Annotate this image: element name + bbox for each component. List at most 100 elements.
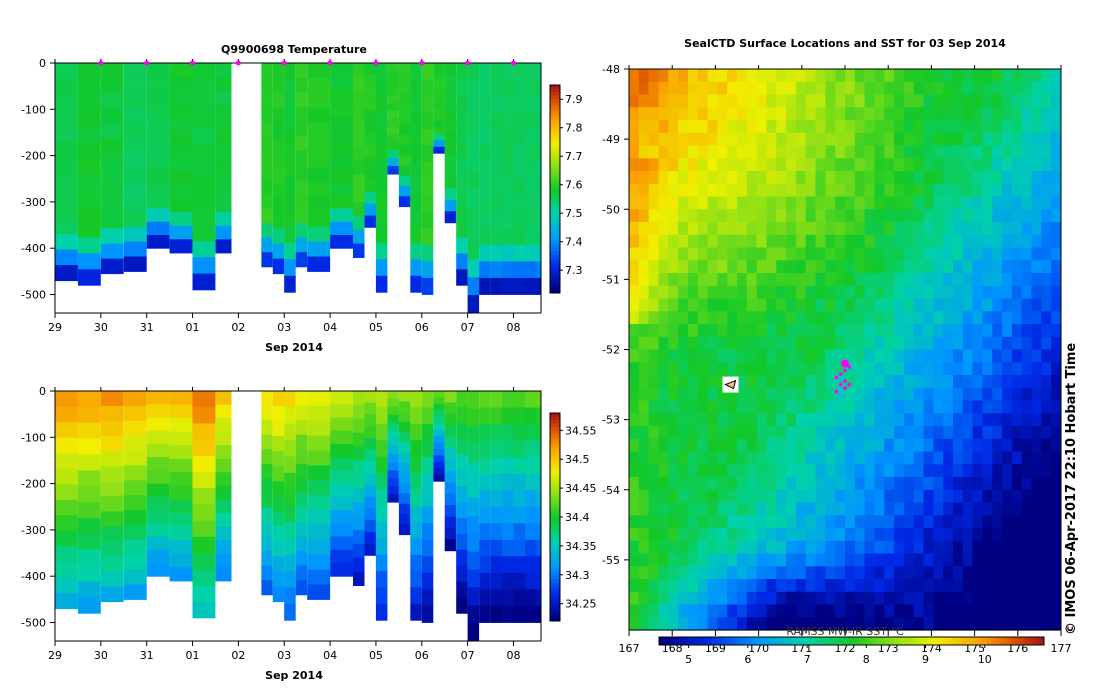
sst-cell xyxy=(1051,120,1062,134)
profile-cell xyxy=(421,506,434,524)
profile-cell xyxy=(364,203,376,217)
sst-cell xyxy=(884,298,895,312)
sst-cell xyxy=(717,298,728,312)
sst-cell xyxy=(884,375,895,389)
sst-cell xyxy=(923,566,934,580)
sst-colorbar-swatch xyxy=(673,637,679,645)
profile-cell xyxy=(364,110,376,123)
sst-cell xyxy=(845,145,856,159)
sst-cell xyxy=(825,426,836,440)
profile-cell xyxy=(123,167,147,183)
sst-cell xyxy=(756,349,767,363)
sst-cell xyxy=(962,489,974,504)
sst-cell xyxy=(1031,515,1042,529)
profile-cell xyxy=(490,556,503,574)
profile-cell xyxy=(513,424,525,442)
sst-cell xyxy=(737,222,748,236)
sst-cell xyxy=(658,132,669,147)
profile-cell xyxy=(502,129,514,147)
profile-cell xyxy=(169,499,193,514)
profile-cell xyxy=(100,138,124,154)
sst-cell xyxy=(933,69,944,83)
sst-cell xyxy=(746,196,758,210)
sst-colorbar-swatch xyxy=(678,637,684,645)
sst-colorbar-swatch xyxy=(668,637,674,645)
sst-cell xyxy=(835,438,846,453)
sst-cell xyxy=(864,413,875,427)
profile-cell xyxy=(536,261,541,279)
sst-cell xyxy=(717,158,728,172)
profile-cell xyxy=(433,416,445,424)
profile-cell xyxy=(421,473,434,491)
sst-cell xyxy=(972,132,983,147)
profile-cell xyxy=(192,192,216,210)
sst-cell xyxy=(795,285,807,300)
sst-cell xyxy=(825,375,836,389)
sst-colorbar-swatch xyxy=(918,637,925,645)
sst-cell xyxy=(766,477,777,491)
profile-cell xyxy=(100,451,124,467)
sst-cell xyxy=(953,234,964,249)
sst-cell xyxy=(678,132,689,147)
sst-cell xyxy=(972,349,983,363)
sst-cell xyxy=(913,566,924,580)
profile-cell xyxy=(467,605,480,624)
sst-cell xyxy=(668,171,679,185)
profile-cell xyxy=(284,112,296,129)
sst-cell xyxy=(854,604,866,618)
sst-cell xyxy=(943,273,954,287)
lat-tick-label: -51 xyxy=(602,273,620,286)
sst-cell xyxy=(825,285,836,300)
colorbar-swatch xyxy=(550,430,560,435)
sst-cell xyxy=(629,464,640,478)
profile-cell xyxy=(100,243,124,260)
y-tick-label: -200 xyxy=(21,150,46,163)
sst-cell xyxy=(746,183,758,198)
sst-cell xyxy=(1021,94,1032,108)
sst-cell xyxy=(638,273,650,287)
profile-cell xyxy=(272,198,285,214)
sst-colorbar-swatch xyxy=(659,637,665,645)
sst-cell xyxy=(845,260,856,274)
sst-colorbar-swatch xyxy=(687,637,694,645)
sst-cell xyxy=(1011,451,1023,465)
sst-cell xyxy=(786,234,797,249)
sst-cell xyxy=(992,489,1003,504)
sst-cell xyxy=(854,69,866,83)
profile-cell xyxy=(295,434,308,450)
sst-cell xyxy=(962,145,974,159)
profile-cell xyxy=(536,539,541,557)
sst-cell xyxy=(884,234,895,249)
profile-cell xyxy=(192,536,216,554)
profile-cell xyxy=(513,490,525,508)
sst-cell xyxy=(972,579,983,593)
sst-cell xyxy=(795,375,807,389)
sst-cell xyxy=(923,298,934,312)
sst-cell xyxy=(982,324,993,338)
profile-cell xyxy=(330,430,353,445)
salinity-panel: 29 30 31 01 02 03 04 05 06 07 080-100-200-300-400-… xyxy=(21,385,596,682)
sst-cell xyxy=(746,362,758,376)
sst-cell xyxy=(933,489,944,504)
sst-cell xyxy=(629,94,640,108)
sst-cell xyxy=(776,196,787,210)
profile-cell xyxy=(364,426,376,439)
sst-cell xyxy=(717,81,728,96)
sst-cell xyxy=(864,477,875,491)
profile-cell xyxy=(375,538,388,556)
sst-cell xyxy=(1041,489,1052,504)
sst-cell xyxy=(776,604,787,618)
sst-cell xyxy=(1002,260,1013,274)
sst-cell xyxy=(864,311,875,325)
sst-cell xyxy=(805,94,816,108)
profile-cell xyxy=(330,470,353,485)
sst-cell xyxy=(903,196,915,210)
profile-cell xyxy=(272,63,285,79)
sst-cell xyxy=(923,426,934,440)
sst-cell xyxy=(923,451,934,465)
profile-cell xyxy=(55,593,78,610)
sst-cell xyxy=(668,234,679,249)
sst-cell xyxy=(727,489,738,504)
seal-track-point xyxy=(841,359,849,368)
